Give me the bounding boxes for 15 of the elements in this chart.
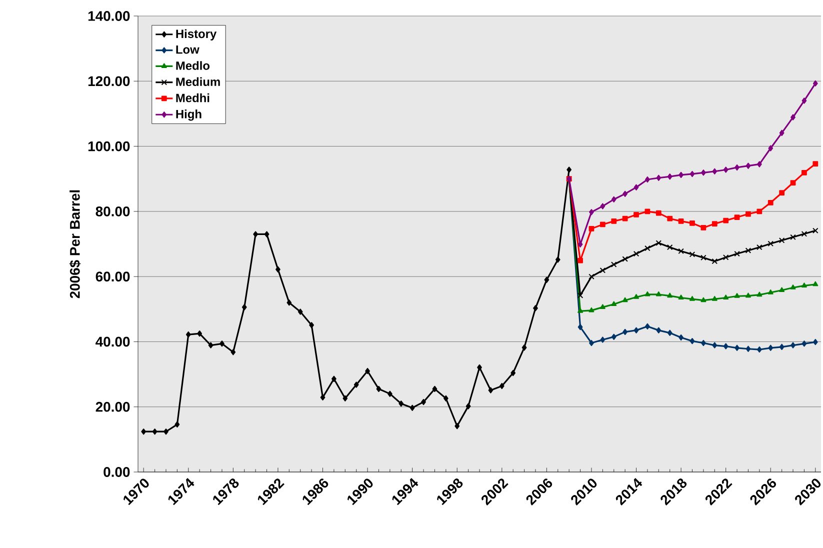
y-tick-label: 140.00 xyxy=(88,11,130,21)
y-tick-label: 40.00 xyxy=(96,336,130,347)
y-axis-title: 2006$ Per Barrel xyxy=(69,190,81,298)
y-tick-label: 80.00 xyxy=(96,206,130,216)
legend-label: Medhi xyxy=(176,93,210,102)
legend-label: Medium xyxy=(176,77,220,86)
legend-label: Low xyxy=(176,45,200,54)
y-tick-label: 100.00 xyxy=(88,141,130,152)
y-tick-label: 0.00 xyxy=(104,467,130,477)
y-tick-label: 120.00 xyxy=(88,76,130,86)
y-tick-label: 60.00 xyxy=(96,272,130,282)
y-tick-label: 20.00 xyxy=(96,402,130,412)
legend-label: Medlo xyxy=(176,61,210,70)
legend-label: History xyxy=(176,29,217,40)
legend-label: High xyxy=(176,110,202,121)
